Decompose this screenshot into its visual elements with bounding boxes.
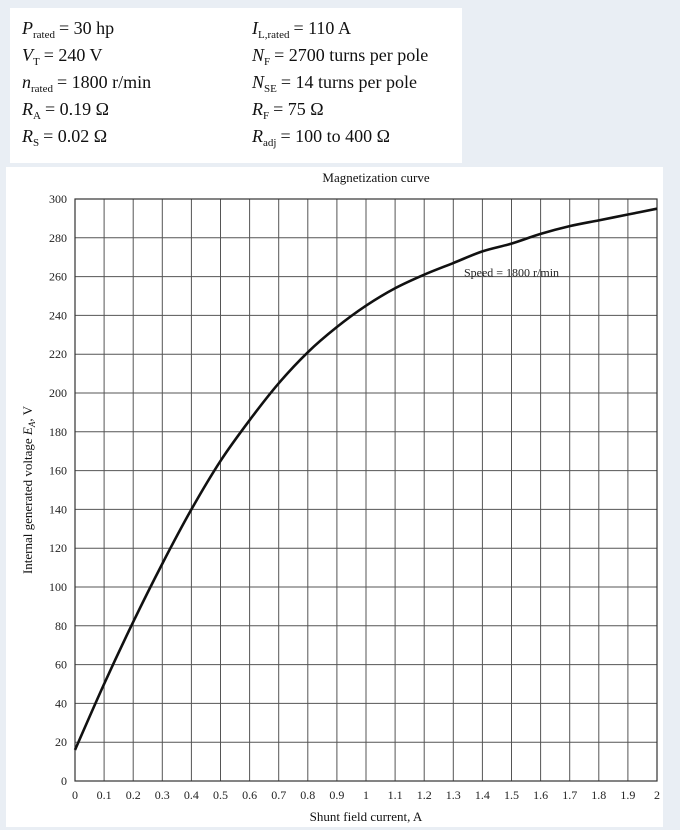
y-tick-label: 20 (55, 735, 67, 749)
parameter-subscript: rated (31, 83, 53, 95)
x-tick-label: 0.9 (329, 788, 344, 802)
parameter-left-3: RA = 0.19 Ω (22, 98, 109, 127)
parameter-right-4: Radj = 100 to 400 Ω (252, 125, 390, 154)
speed-annotation: Speed = 1800 r/min (464, 266, 559, 280)
y-tick-label: 80 (55, 619, 67, 633)
chart-svg: Magnetization curve 0 0.1 0.2 0.3 0.4 0.5 0.6 0.… (20, 170, 660, 824)
x-tick-label: 2 (654, 788, 660, 802)
parameter-left-1: VT = 240 V (22, 44, 103, 73)
x-tick-label: 1.8 (591, 788, 606, 802)
parameter-symbol: n (22, 72, 31, 92)
x-tick-label: 1.7 (562, 788, 577, 802)
x-tick-label: 0.5 (213, 788, 228, 802)
y-tick-label: 280 (49, 231, 67, 245)
parameter-value: = 100 to 400 Ω (280, 126, 390, 146)
y-axis-label-text: Internal generated voltage (20, 435, 35, 574)
x-tick-label: 1.2 (417, 788, 432, 802)
magnetization-chart: Magnetization curve 0 0.1 0.2 0.3 0.4 0.5 0.6 0.… (6, 167, 663, 827)
y-tick-label: 40 (55, 696, 67, 710)
x-tick-label: 0.8 (300, 788, 315, 802)
parameter-symbol: V (22, 45, 33, 65)
parameter-symbol: P (22, 18, 33, 38)
x-tick-label: 1.1 (388, 788, 403, 802)
x-tick-label: 0.4 (184, 788, 199, 802)
x-tick-label: 0 (72, 788, 78, 802)
parameter-value: = 0.02 Ω (43, 126, 108, 146)
parameter-value: = 0.19 Ω (44, 99, 109, 119)
parameter-symbol: R (252, 99, 263, 119)
parameter-value: = 1800 r/min (56, 72, 152, 92)
parameter-right-0: IL,rated = 110 A (252, 17, 351, 46)
parameter-value: = 30 hp (58, 18, 115, 38)
x-tick-label: 0.1 (97, 788, 112, 802)
parameter-left-4: RS = 0.02 Ω (22, 125, 107, 154)
x-tick-label: 1.5 (504, 788, 519, 802)
x-tick-label: 0.6 (242, 788, 257, 802)
parameter-symbol: I (252, 18, 258, 38)
y-tick-label: 140 (49, 502, 67, 516)
parameter-subscript: L,rated (258, 29, 290, 41)
parameter-symbol: N (252, 72, 265, 92)
y-tick-label: 160 (49, 464, 67, 478)
y-axis-label-subscript: A (27, 421, 37, 428)
y-tick-label: 300 (49, 192, 67, 206)
x-tick-label: 0.7 (271, 788, 286, 802)
parameter-value: = 14 turns per pole (280, 72, 417, 92)
parameter-subscript: F (263, 110, 270, 122)
parameter-right-2: NSE = 14 turns per pole (252, 71, 417, 100)
x-tick-label: 1.4 (475, 788, 490, 802)
parameter-subscript: S (33, 137, 40, 149)
x-tick-label: 1 (363, 788, 369, 802)
x-axis-label: Shunt field current, A (310, 809, 423, 824)
parameter-value: = 110 A (293, 18, 351, 38)
y-tick-label: 180 (49, 425, 67, 439)
y-tick-label: 100 (49, 580, 67, 594)
x-tick-label: 0.2 (126, 788, 141, 802)
parameter-value: = 2700 turns per pole (274, 45, 429, 65)
x-tick-label: 1.9 (620, 788, 635, 802)
y-tick-label: 200 (49, 386, 67, 400)
y-tick-label: 60 (55, 658, 67, 672)
x-tick-label: 0.3 (155, 788, 170, 802)
y-tick-label: 120 (49, 541, 67, 555)
parameter-symbol: R (22, 99, 33, 119)
parameter-left-2: nrated = 1800 r/min (22, 71, 151, 100)
y-tick-label: 220 (49, 347, 67, 361)
parameter-symbol: N (252, 45, 265, 65)
x-tick-label: 1.3 (446, 788, 461, 802)
chart-title: Magnetization curve (322, 170, 429, 185)
parameter-subscript: rated (33, 29, 55, 41)
parameter-right-1: NF = 2700 turns per pole (252, 44, 428, 73)
parameter-symbol: R (22, 126, 33, 146)
parameter-right-3: RF = 75 Ω (252, 98, 324, 127)
magnetization-curve (73, 207, 658, 751)
y-tick-label: 0 (61, 774, 67, 788)
parameter-subscript: F (264, 56, 271, 68)
y-axis-label-symbol: E (20, 427, 35, 436)
y-axis-label-unit: , V (20, 405, 35, 421)
x-tick-label: 1.6 (533, 788, 548, 802)
parameter-subscript: T (33, 56, 40, 68)
parameter-value: = 240 V (43, 45, 103, 65)
parameter-subscript: adj (263, 137, 277, 149)
parameter-subscript: A (33, 110, 41, 122)
parameter-subscript: SE (264, 83, 277, 95)
y-tick-label: 260 (49, 270, 67, 284)
parameter-left-0: Prated = 30 hp (22, 17, 114, 46)
plot-frame (74, 198, 658, 782)
parameter-value: = 75 Ω (273, 99, 324, 119)
parameter-symbol: R (252, 126, 263, 146)
y-tick-label: 240 (49, 308, 67, 322)
y-axis-label: Internal generated voltage EA, V (20, 405, 37, 574)
